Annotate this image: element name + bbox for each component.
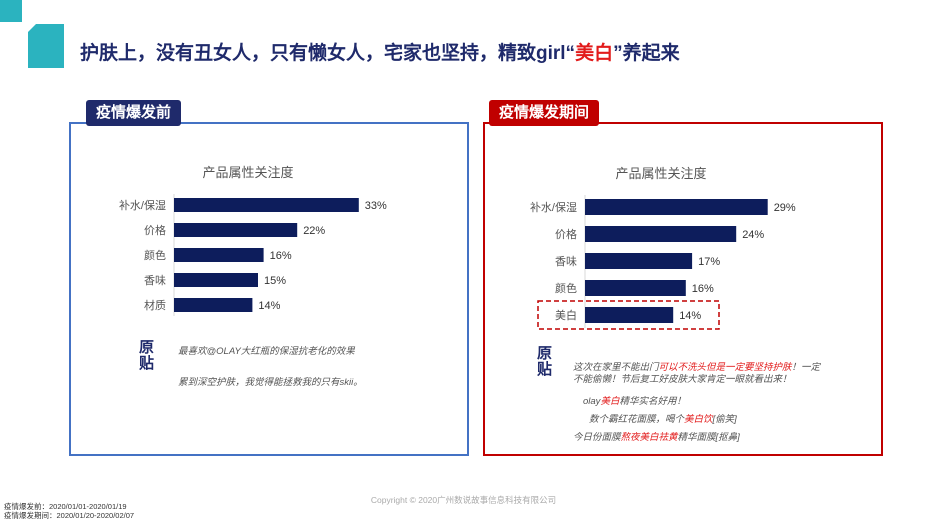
bar: [174, 273, 258, 287]
quote-before-2: 累到深空护肤，我觉得能拯救我的只有skii。: [178, 377, 363, 388]
quote-during-2: olay美白精华实名好用！: [583, 396, 686, 407]
category-label: 价格: [555, 227, 577, 241]
bar: [174, 298, 253, 312]
value-label: 29%: [774, 202, 796, 214]
category-label: 价格: [144, 223, 166, 237]
bar: [174, 248, 264, 262]
panel-before-outbreak: [69, 122, 469, 456]
chart-title-1: 产品属性关注度: [615, 166, 706, 181]
value-label: 16%: [692, 283, 714, 295]
quote-label-during: 原贴: [537, 345, 553, 378]
value-label: 22%: [303, 225, 325, 237]
bar: [585, 199, 768, 215]
title-highlight: 美白: [575, 43, 614, 64]
category-label: 补水/保湿: [119, 198, 166, 212]
highlight-box: [537, 300, 720, 330]
category-label: 补水/保湿: [530, 200, 577, 214]
category-label: 颜色: [144, 248, 166, 262]
category-label: 香味: [144, 274, 166, 287]
quote-before-1: 最喜欢@OLAY大红瓶的保湿抗老化的效果: [178, 346, 355, 357]
chart-title-0: 产品属性关注度: [202, 165, 293, 180]
bar: [585, 226, 737, 242]
category-label: 材质: [144, 298, 166, 312]
value-label: 17%: [698, 256, 720, 268]
quote-label-before: 原贴: [139, 339, 155, 372]
value-label: 14%: [258, 300, 280, 312]
value-label: 33%: [365, 200, 387, 212]
category-label: 颜色: [555, 281, 577, 295]
quote-during-3: 数个霸红花面膜，喝个美白饮[偷笑]: [589, 414, 737, 425]
bar: [585, 280, 686, 296]
quote-during-1: 这次在家里不能出门可以不洗头但是一定要坚持护肤！一定不能偷懒！节后复工好皮肤大家…: [573, 362, 821, 385]
date-before: 疫情爆发前：2020/01/01-2020/01/19: [4, 502, 127, 511]
quote-during-4: 今日份面膜熬夜美白祛黄精华面膜[抠鼻]: [573, 432, 740, 443]
copyright: Copyright © 2020广州数说故事信息科技有限公司: [370, 495, 557, 505]
bar: [174, 198, 359, 212]
tag-before-outbreak: 疫情爆发前: [86, 100, 182, 126]
tag-during-outbreak: 疫情爆发期间: [489, 100, 600, 126]
value-label: 15%: [264, 275, 286, 287]
category-label: 美白: [555, 308, 577, 322]
bar: [585, 253, 693, 269]
bar: [585, 307, 674, 323]
value-label: 24%: [742, 229, 764, 241]
date-ranges: 疫情爆发前：2020/01/01-2020/01/19 疫情爆发期间：2020/…: [4, 502, 134, 520]
page-title: 护肤上，没有丑女人，只有懒女人，宅家也坚持，精致girl“美白”养起来: [80, 43, 680, 64]
bar: [174, 223, 298, 237]
category-label: 香味: [555, 255, 577, 268]
value-label: 16%: [270, 250, 292, 262]
corner-decoration: [0, 0, 64, 68]
panel-during-outbreak: [483, 122, 883, 456]
value-label: 14%: [679, 310, 701, 322]
date-during: 疫情爆发期间：2020/01/20-2020/02/07: [4, 511, 135, 520]
